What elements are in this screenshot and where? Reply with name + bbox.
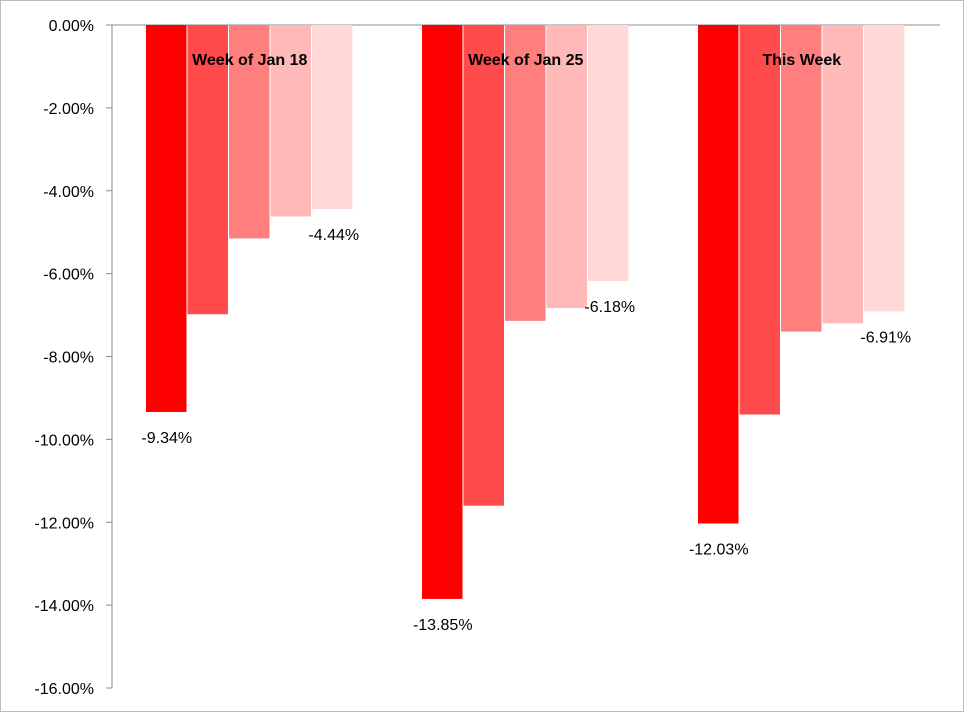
category-label: This Week xyxy=(762,52,841,69)
bar-3-5 xyxy=(864,25,905,312)
category-label: Week of Jan 18 xyxy=(192,52,307,69)
bar-1-2 xyxy=(187,25,228,315)
bar-2-4 xyxy=(546,25,587,309)
bar-2-1 xyxy=(422,25,463,599)
bar-3-4 xyxy=(822,25,863,324)
y-tick-label: -2.00% xyxy=(43,101,94,118)
data-label-first: -9.34% xyxy=(141,430,192,447)
y-tick-label: 0.00% xyxy=(49,18,94,35)
data-label-last: -4.44% xyxy=(308,227,359,244)
y-tick-label: -16.00% xyxy=(34,681,94,698)
labels: Week of Jan 18 -9.34% -4.44% Week of Jan 25… xyxy=(141,52,911,634)
axes: 0.00% -2.00% -4.00% -6.00% -8.00% -10.00% -12.… xyxy=(34,18,940,698)
bar-2-5 xyxy=(588,25,629,282)
data-label-last: -6.18% xyxy=(584,299,635,316)
data-label-last: -6.91% xyxy=(860,329,911,346)
y-tick-label: -4.00% xyxy=(43,184,94,201)
y-tick-label: -12.00% xyxy=(34,515,94,532)
y-tick-label: -8.00% xyxy=(43,350,94,367)
bar-1-3 xyxy=(229,25,270,239)
y-tick-label: -10.00% xyxy=(34,432,94,449)
bar-3-3 xyxy=(781,25,822,332)
bar-2-2 xyxy=(463,25,504,506)
bars xyxy=(146,25,905,599)
y-tick-label: -14.00% xyxy=(34,598,94,615)
bar-2-3 xyxy=(505,25,546,321)
bar-1-1 xyxy=(146,25,187,413)
bar-1-4 xyxy=(270,25,311,217)
data-label-first: -12.03% xyxy=(689,541,749,558)
data-label-first: -13.85% xyxy=(413,617,473,634)
category-label: Week of Jan 25 xyxy=(468,52,583,69)
bar-3-2 xyxy=(739,25,780,415)
y-tick-label: -6.00% xyxy=(43,267,94,284)
bar-1-5 xyxy=(312,25,353,209)
bar-3-1 xyxy=(698,25,739,524)
